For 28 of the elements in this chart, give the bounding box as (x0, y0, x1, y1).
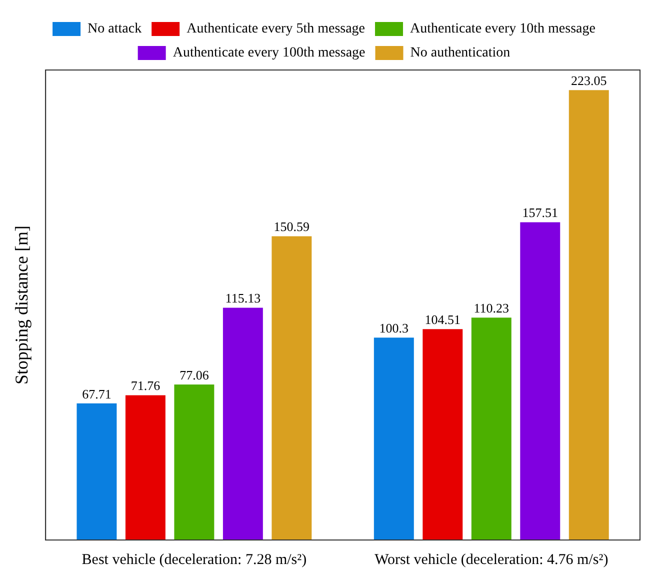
bar (174, 384, 214, 540)
bar (272, 236, 312, 540)
data-label: 77.06 (180, 367, 210, 382)
data-label: 71.76 (130, 378, 161, 394)
data-label: 67.71 (82, 386, 112, 402)
legend-label: Authenticate every 5th message (186, 22, 366, 37)
bar (422, 329, 463, 540)
bar (471, 318, 512, 540)
bar (568, 90, 609, 540)
bar (520, 222, 560, 540)
data-label: 157.51 (522, 205, 558, 220)
data-label: 223.05 (571, 72, 607, 88)
legend-label: No authentication (410, 46, 510, 61)
bar (76, 403, 117, 540)
x-tick-label: Worst vehicle (deceleration: 4.76 m/s²) (374, 552, 608, 568)
data-label: 110.23 (474, 300, 510, 316)
data-label: 115.13 (225, 290, 261, 306)
bar (222, 308, 263, 540)
data-label: 104.51 (424, 312, 461, 328)
data-label: 150.59 (274, 219, 310, 234)
x-tick-label: Best vehicle (deceleration: 7.28 m/s²) (82, 552, 307, 568)
y-axis-title: Stopping distance [m] (12, 226, 32, 384)
legend-label: Authenticate every 100th message (172, 46, 366, 61)
data-label: 100.3 (379, 320, 409, 336)
bar (125, 395, 166, 540)
bar (374, 338, 414, 540)
legend-label: Authenticate every 10th message (410, 22, 596, 37)
legend-label: No attack (88, 22, 142, 37)
